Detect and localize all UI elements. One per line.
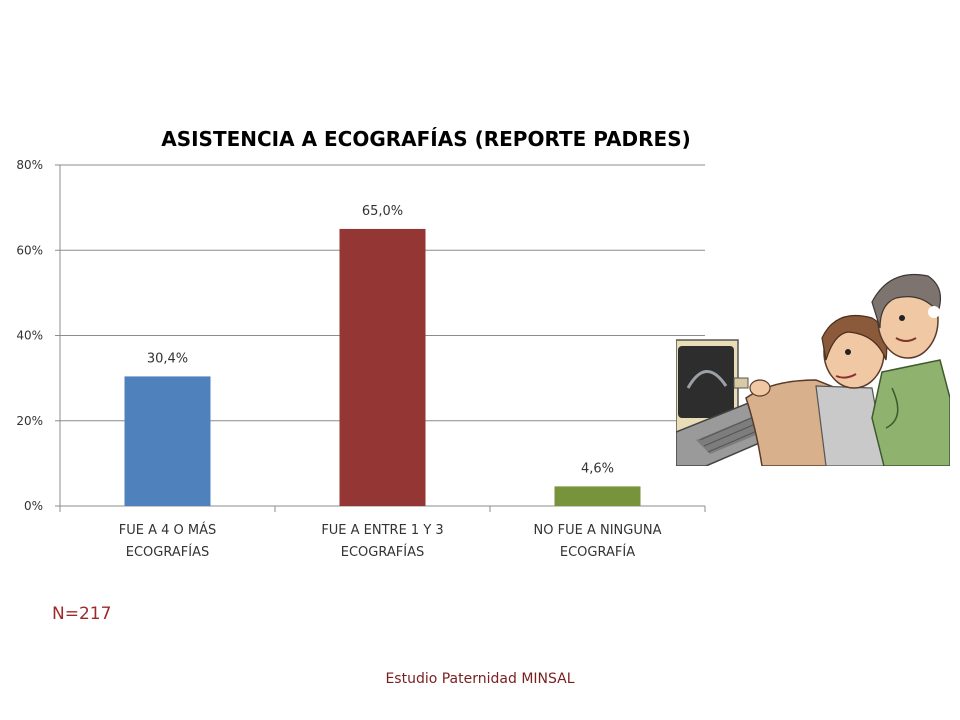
x-tick-label: FUE A 4 O MÁS bbox=[119, 522, 217, 538]
bar-value-label: 65,0% bbox=[362, 204, 403, 219]
data-labels: 30,4% 65,0% 4,6% bbox=[147, 204, 614, 476]
woman-figure-icon bbox=[745, 314, 888, 466]
bar-value-label: 4,6% bbox=[581, 461, 614, 476]
x-tick-label: ECOGRAFÍAS bbox=[341, 544, 424, 560]
x-tick-label: FUE A ENTRE 1 Y 3 bbox=[321, 523, 443, 538]
x-tick-label: NO FUE A NINGUNA bbox=[534, 523, 662, 538]
ultrasound-monitor-icon bbox=[676, 339, 796, 466]
bars bbox=[124, 228, 641, 506]
sample-size-note: N=217 bbox=[52, 604, 112, 624]
source-caption: Estudio Paternidad MINSAL bbox=[385, 671, 575, 687]
x-tick-label: ECOGRAFÍA bbox=[560, 544, 635, 560]
bar bbox=[339, 228, 426, 506]
y-tick-label: 0% bbox=[24, 499, 43, 513]
x-tick-labels: FUE A 4 O MÁS ECOGRAFÍAS FUE A ENTRE 1 Y 3… bbox=[119, 522, 662, 560]
man-figure-icon bbox=[871, 273, 950, 466]
x-tick-label: ECOGRAFÍAS bbox=[126, 544, 209, 560]
bar bbox=[554, 486, 641, 506]
y-tick-label: 80% bbox=[16, 158, 43, 172]
y-tick-label: 60% bbox=[16, 243, 43, 257]
y-tick-label: 40% bbox=[16, 329, 43, 343]
bar bbox=[124, 376, 211, 506]
chart-title: ASISTENCIA A ECOGRAFÍAS (REPORTE PADRES) bbox=[161, 127, 691, 151]
bar-value-label: 30,4% bbox=[147, 351, 188, 366]
y-tick-label: 20% bbox=[16, 414, 43, 428]
ultrasound-scene-illustration bbox=[676, 273, 950, 466]
